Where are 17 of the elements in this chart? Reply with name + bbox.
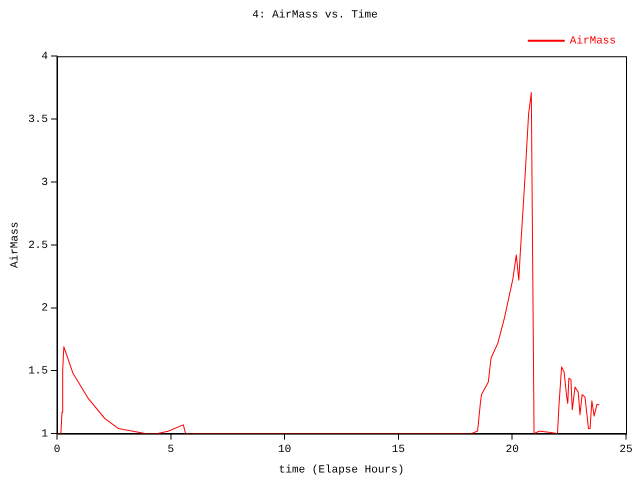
x-tick-label: 0	[54, 444, 60, 456]
y-tick-label: 4	[41, 51, 48, 64]
x-tick-label: 25	[619, 444, 633, 456]
x-tick-label: 10	[278, 444, 292, 456]
y-tick-label: 1	[41, 428, 48, 441]
y-tick-label: 3.5	[28, 114, 48, 126]
y-tick-label: 3	[41, 176, 48, 189]
y-tick-label: 1.5	[28, 366, 48, 378]
x-tick-label: 15	[392, 444, 406, 456]
y-tick-label: 2.5	[28, 240, 48, 252]
x-tick-label: 5	[168, 444, 174, 456]
y-tick-label: 2	[41, 302, 48, 315]
x-tick-label: 20	[506, 444, 519, 456]
legend-label: AirMass	[570, 36, 616, 48]
chart-title: 4: AirMass vs. Time	[252, 10, 378, 22]
y-axis-title: AirMass	[10, 222, 22, 268]
x-axis-title: time (Elapse Hours)	[278, 464, 404, 476]
